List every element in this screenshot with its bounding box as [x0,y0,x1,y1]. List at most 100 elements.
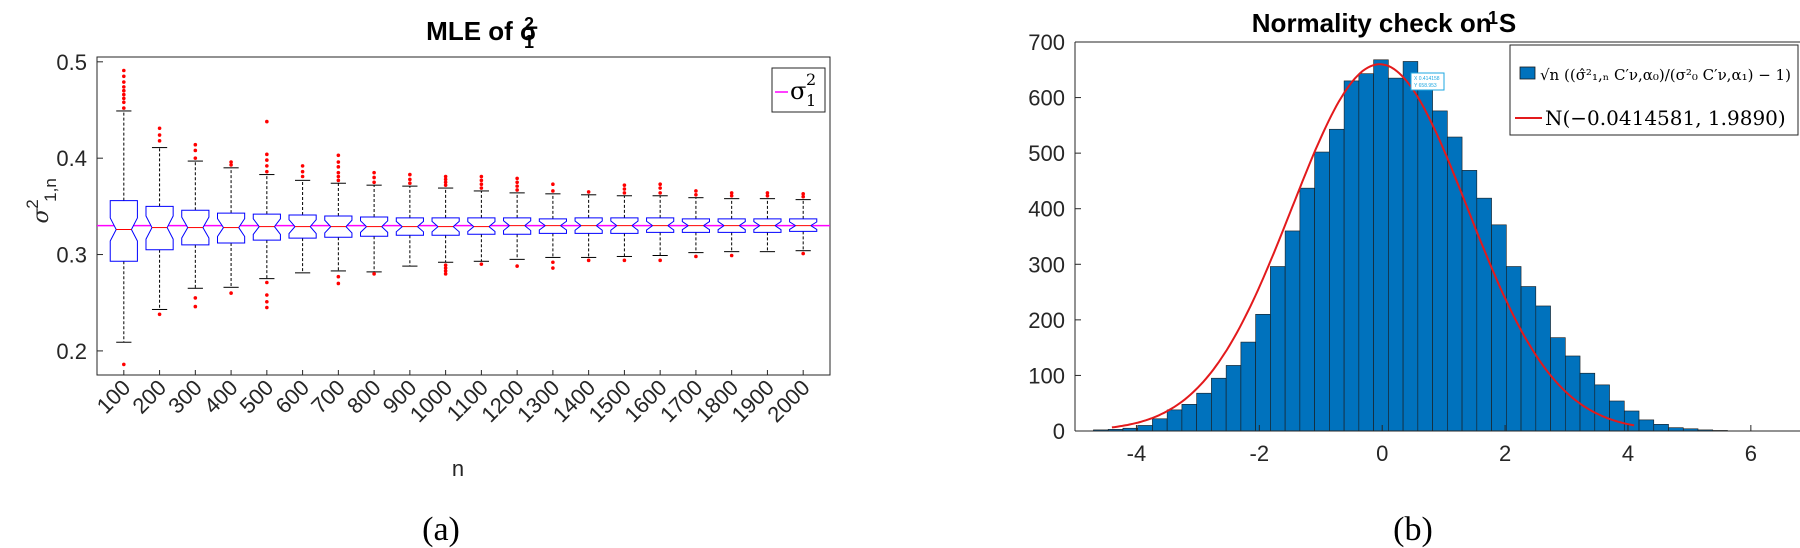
outlier-point [658,182,662,186]
y-tick-label: 0.2 [56,339,87,364]
outlier-point [622,191,627,195]
outlier-point [622,258,627,263]
outlier-point [336,281,341,286]
outlier-point [515,188,519,192]
outlier-point [408,177,412,182]
outlier-point [443,177,448,182]
histogram-bar [1535,305,1551,432]
panel-b-legend-box [1509,44,1799,136]
outlier-point [443,263,448,267]
panel-b-datatip: X 0.414158 Y 658.953 [1410,72,1445,91]
outlier-point [336,153,341,158]
outlier-point [157,126,162,131]
outlier-point [265,164,269,168]
y-tick-label: 400 [1028,197,1065,222]
panel-b-legend-hist-swatch [1519,66,1536,80]
panel-a-legend: σ 2 1 [771,67,826,113]
panel-a-marks [97,68,830,367]
outlier-point [622,183,627,187]
outlier-point [122,100,126,105]
histogram-bar [1609,400,1625,432]
outlier-point [265,299,269,304]
histogram-bar [1461,170,1478,432]
outlier-point [443,183,448,187]
panel-b-histogram: Normality check on S 1 0 100 200 300 400 500 6… [1028,8,1800,548]
panel-a-y-label-main: σ [29,208,54,224]
outlier-point [336,165,341,169]
outlier-point [265,152,269,157]
outlier-point [765,191,770,195]
outlier-point [729,193,734,198]
histogram-bar [1270,266,1286,432]
histogram-bar [1506,266,1522,432]
histogram-bar [1152,418,1168,432]
outlier-point [157,139,162,143]
outlier-point [443,269,448,273]
histogram-bar [1225,365,1242,432]
outlier-point [372,272,376,276]
outlier-point [229,163,233,167]
outlier-point [372,180,376,185]
histogram-bar [1181,404,1197,432]
panel-a-legend-box [771,67,826,113]
outlier-point [122,74,126,79]
panel-a-title-sub: 1 [524,32,534,52]
outlier-point [122,96,126,101]
y-tick-label: 0.5 [56,50,87,75]
outlier-point [801,192,805,196]
histogram-bar [1638,419,1655,432]
box-1300 [538,182,567,270]
panel-a-y-ticks: 0.2 0.3 0.4 0.5 [56,50,103,364]
outlier-point [336,274,341,279]
outlier-point [336,178,341,183]
histogram-bar [1329,128,1345,432]
panel-a-title: MLE of σ [426,16,538,46]
box-1000 [431,174,460,276]
x-tick-label: 100 [92,375,136,419]
panel-a-caption: (a) [422,511,460,548]
histogram-bar [1388,77,1404,432]
outlier-point [336,174,341,179]
outlier-point [658,186,662,190]
outlier-point [515,176,519,181]
histogram-bar [1520,286,1537,432]
box-1800 [717,191,746,258]
panel-a-x-label: n [452,456,464,481]
outlier-point [408,181,412,186]
outlier-point [336,170,341,175]
outlier-point [193,156,198,160]
panel-b-legend: √n ((σ̂²₁,ₙ C′ν,α₀)/(σ²₀ C′ν,α₁) − 1) N(… [1509,44,1799,136]
panel-a-x-ticks: 1002003004005006007008009001000110012001… [92,370,815,427]
y-tick-label: 0.4 [56,146,87,171]
outlier-point [122,68,126,73]
outlier-point [157,312,162,317]
histogram-bar [1402,61,1419,432]
outlier-point [122,88,126,93]
outlier-point [408,172,412,177]
outlier-point [586,258,591,263]
histogram-bar [1255,313,1271,432]
histogram-bar [1284,230,1301,432]
outlier-point [479,262,484,266]
outlier-point [443,174,448,179]
box-2000 [789,192,818,256]
x-tick-label: 200 [127,375,171,419]
outlier-point [443,266,448,270]
x-tick-label: 2 [1499,441,1511,466]
x-tick-label: 500 [235,375,279,419]
histogram-bar [1343,80,1360,432]
outlier-point [694,193,698,197]
histogram-bar [1196,392,1212,432]
histogram-bar [1432,110,1448,432]
histogram-bar [1668,427,1684,432]
panel-b-y-ticks: 0 100 200 300 400 500 600 700 [1028,30,1081,444]
y-tick-label: 0.3 [56,243,87,268]
panel-b-datatip-box [1410,72,1445,91]
outlier-point [265,169,269,174]
box-200 [145,126,174,317]
outlier-point [122,362,126,367]
outlier-point [515,264,519,268]
panel-a-boxplot: MLE of σ 2 1 0.2 0.3 0.4 0.5 10020030040050… [23,14,831,548]
outlier-point [193,304,198,309]
